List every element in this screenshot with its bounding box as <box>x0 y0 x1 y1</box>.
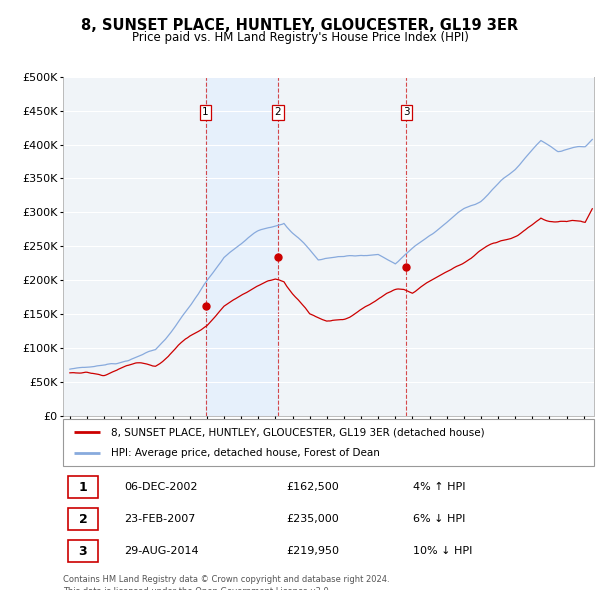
Text: 2: 2 <box>79 513 87 526</box>
Text: 29-AUG-2014: 29-AUG-2014 <box>124 546 199 556</box>
Text: 4% ↑ HPI: 4% ↑ HPI <box>413 482 466 492</box>
Text: 23-FEB-2007: 23-FEB-2007 <box>124 514 196 524</box>
FancyBboxPatch shape <box>63 419 594 466</box>
Text: 8, SUNSET PLACE, HUNTLEY, GLOUCESTER, GL19 3ER: 8, SUNSET PLACE, HUNTLEY, GLOUCESTER, GL… <box>82 18 518 32</box>
Text: 8, SUNSET PLACE, HUNTLEY, GLOUCESTER, GL19 3ER (detached house): 8, SUNSET PLACE, HUNTLEY, GLOUCESTER, GL… <box>111 427 484 437</box>
Text: 1: 1 <box>202 107 209 117</box>
Text: £219,950: £219,950 <box>286 546 339 556</box>
Text: £235,000: £235,000 <box>286 514 339 524</box>
Text: 2: 2 <box>274 107 281 117</box>
Text: HPI: Average price, detached house, Forest of Dean: HPI: Average price, detached house, Fore… <box>111 448 380 458</box>
Text: 10% ↓ HPI: 10% ↓ HPI <box>413 546 473 556</box>
Text: 3: 3 <box>403 107 410 117</box>
Text: 06-DEC-2002: 06-DEC-2002 <box>124 482 197 492</box>
Text: Price paid vs. HM Land Registry's House Price Index (HPI): Price paid vs. HM Land Registry's House … <box>131 31 469 44</box>
Text: 1: 1 <box>79 481 87 494</box>
Text: £162,500: £162,500 <box>286 482 339 492</box>
Text: 3: 3 <box>79 545 87 558</box>
Text: 6% ↓ HPI: 6% ↓ HPI <box>413 514 466 524</box>
FancyBboxPatch shape <box>68 540 98 562</box>
Bar <box>206 77 278 416</box>
Text: Contains HM Land Registry data © Crown copyright and database right 2024.: Contains HM Land Registry data © Crown c… <box>63 575 389 584</box>
FancyBboxPatch shape <box>68 508 98 530</box>
FancyBboxPatch shape <box>68 476 98 498</box>
Text: This data is licensed under the Open Government Licence v3.0.: This data is licensed under the Open Gov… <box>63 587 331 590</box>
